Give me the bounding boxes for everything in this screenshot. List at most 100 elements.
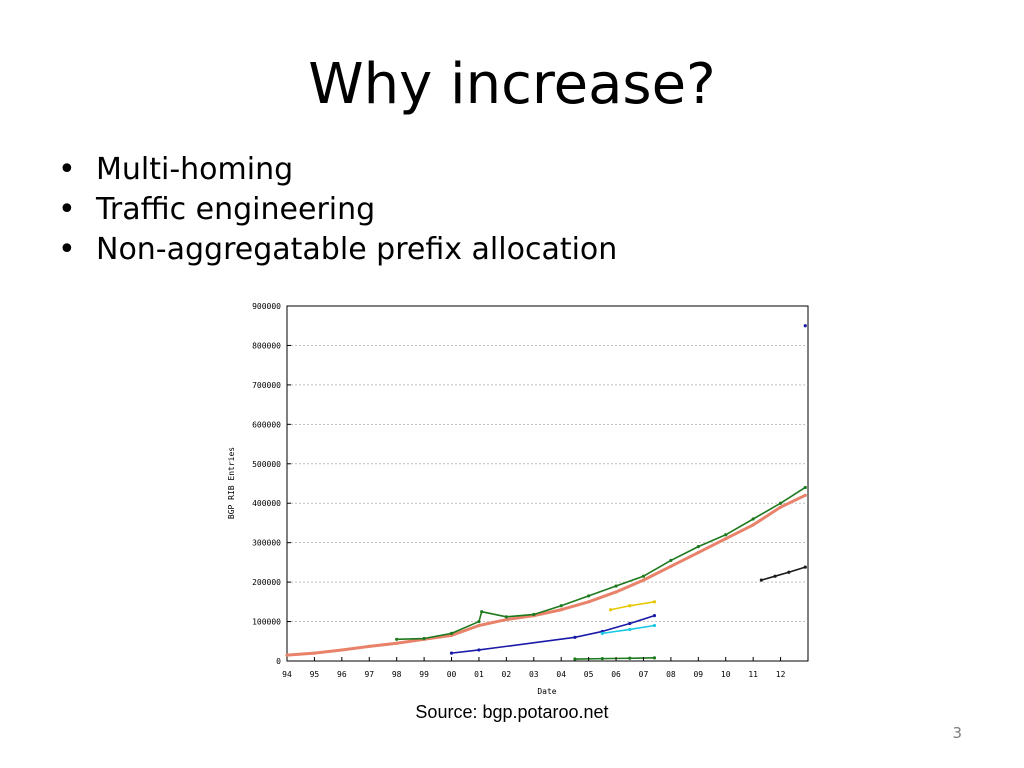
data-series [608,600,657,612]
tick-label-y: 900000 [252,302,281,311]
data-point [477,623,481,628]
data-point [787,570,791,574]
page-number: 3 [952,724,962,742]
tick-label-x: 95 [310,670,320,679]
data-point [778,505,783,509]
data-point [652,623,657,628]
x-axis-label: Date [537,687,556,696]
bullet-text: Non-aggregatable prefix allocation [96,232,618,267]
data-point [449,651,454,655]
data-point [669,564,673,568]
data-point [803,565,807,569]
data-point [600,657,604,661]
data-point [724,537,728,541]
tick-label-y: 500000 [252,460,281,469]
tick-label-x: 99 [419,670,429,679]
data-point [652,600,657,604]
tick-label-x: 94 [282,670,292,679]
data-point [669,558,673,563]
data-point [285,653,289,657]
data-point [628,656,632,660]
data-point [641,574,646,578]
data-point [696,545,700,549]
data-series [395,485,807,641]
tick-label-x: 09 [693,670,703,679]
tick-label-y: 100000 [252,618,281,627]
bullet-marker: • [58,192,76,227]
data-series [759,565,807,582]
data-point [652,656,657,660]
bullet-item: • Non-aggregatable prefix allocation [58,230,617,270]
slide-title: Why increase? [308,52,716,117]
tick-label-x: 05 [584,670,594,679]
bullet-marker: • [58,152,76,187]
data-point [778,501,783,505]
data-point [395,641,399,645]
tick-label-y: 200000 [252,578,281,587]
data-point [480,610,484,614]
bullet-item: • Traffic engineering [58,190,617,230]
data-points [285,324,807,661]
data-point [340,648,344,652]
data-point [395,637,399,641]
data-point [803,324,807,328]
tick-label-x: 06 [611,670,621,679]
data-point [573,635,577,639]
data-point [587,594,591,598]
bullet-text: Multi-homing [96,152,294,187]
data-point [614,590,618,594]
tick-label-x: 12 [776,670,786,679]
tick-label-x: 01 [474,670,484,679]
data-point [803,493,807,497]
data-point [367,644,371,649]
bullet-marker: • [58,232,76,267]
data-point [422,636,426,641]
data-point [628,604,632,608]
grid-lines [287,345,808,622]
source-caption: Source: bgp.potaroo.net [415,702,609,722]
data-point [628,621,632,626]
data-point [696,550,700,555]
bullet-item: • Multi-homing [58,150,617,190]
tick-label-x: 02 [502,670,512,679]
tick-label-y: 800000 [252,341,281,350]
data-point [477,648,481,652]
chart-svg: 900000 800000 700000 600000 500000 400000 3000… [227,302,809,696]
data-point [628,627,632,632]
tick-label-x: 96 [337,670,347,679]
tick-label-x: 03 [529,670,539,679]
tick-label-y: 300000 [252,539,281,548]
data-point [559,604,563,608]
data-point [652,614,657,618]
data-point [751,517,755,521]
data-point [312,651,317,655]
tick-label-x: 98 [392,670,402,679]
data-point [751,523,755,527]
tick-label-x: 04 [556,670,566,679]
data-series [803,324,807,328]
data-point [724,533,728,537]
tick-label-x: 08 [666,670,676,679]
data-point [641,578,646,582]
series-line [761,566,806,581]
series-line [451,614,655,654]
data-point [587,600,591,604]
data-point [504,617,508,622]
data-point [532,612,536,617]
tick-label-y: 400000 [252,499,281,508]
data-point [773,574,777,578]
tick-label-x: 00 [447,670,457,679]
bullet-list: • Multi-homing • Traffic engineering • Non-… [58,150,617,270]
data-point [477,619,481,624]
data-point [614,584,618,588]
tick-label-y: 600000 [252,420,281,429]
bullet-text: Traffic engineering [96,192,376,227]
data-series [449,614,657,655]
tick-label-y: 0 [276,657,281,666]
y-axis-label: BGP RIB Entries [227,447,236,519]
tick-label-x: 07 [639,670,649,679]
tick-label-x: 97 [364,670,374,679]
plot-frame [286,305,809,662]
tick-label-x: 11 [748,670,758,679]
bgp-chart: 900000 800000 700000 600000 500000 400000 3000… [220,296,820,701]
